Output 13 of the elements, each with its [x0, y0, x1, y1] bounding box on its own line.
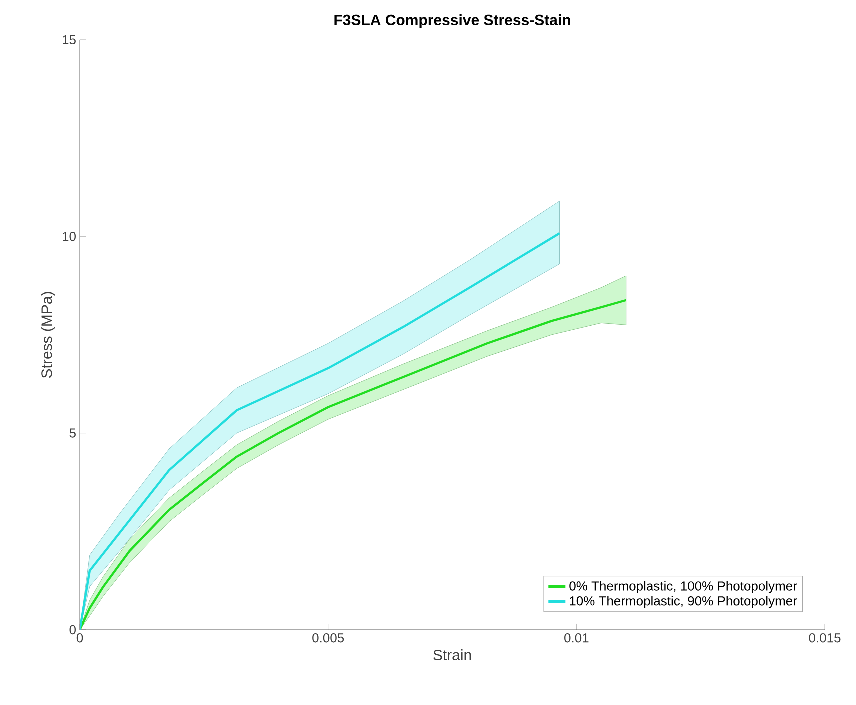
y-axis-title: Stress (MPa) — [41, 292, 56, 378]
x-tick-label: 0.005 — [312, 634, 344, 643]
y-tick-label: 0 — [70, 625, 76, 635]
x-axis-title: Strain — [434, 650, 472, 661]
legend-label: 10% Thermoplastic, 90% Photopolymer — [570, 596, 798, 608]
legend-label: 0% Thermoplastic, 100% Photopolymer — [570, 581, 798, 594]
x-tick-label: 0.01 — [564, 634, 589, 643]
chart-title: F3SLA Compressive Stress-Stain — [334, 14, 570, 28]
y-tick-label: 5 — [70, 428, 76, 438]
x-tick-label: 0 — [76, 634, 84, 643]
x-tick-label: 0.015 — [809, 634, 841, 643]
y-tick-label: 10 — [63, 232, 76, 242]
y-tick-label: 15 — [63, 35, 76, 45]
